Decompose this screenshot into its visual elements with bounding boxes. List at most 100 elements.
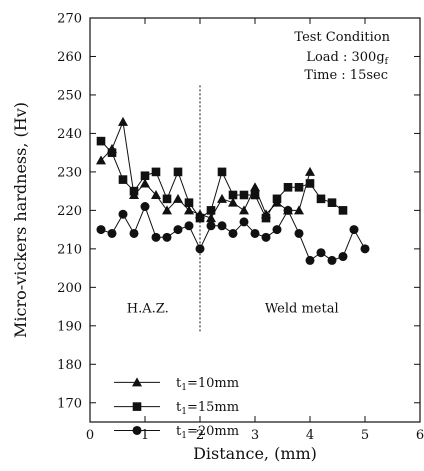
y-tick-label: 230 (57, 165, 82, 180)
data-point-square (316, 194, 326, 204)
y-axis-title: Micro-vickers hardness, (Hv) (11, 102, 30, 338)
data-point-square (162, 194, 172, 204)
data-point-square (261, 213, 271, 223)
data-point-square (250, 190, 260, 200)
data-point-triangle (305, 166, 315, 176)
data-point-triangle (162, 205, 172, 215)
data-point-square (107, 148, 117, 157)
data-point-circle (107, 228, 117, 238)
data-point-circle (162, 232, 172, 242)
data-point-circle (338, 252, 348, 262)
data-point-triangle (228, 197, 238, 207)
data-point-circle (272, 225, 282, 235)
data-point-square (228, 190, 238, 200)
data-point-circle (250, 228, 260, 238)
y-tick-label: 190 (57, 319, 82, 334)
series-square (96, 136, 348, 223)
legend-label-subscript: 1 (181, 407, 187, 417)
legend-entry: t1=20mm (114, 424, 239, 441)
data-point-circle (184, 221, 194, 231)
x-tick-label: 5 (361, 428, 369, 443)
data-point-triangle (217, 193, 227, 203)
data-point-circle (316, 248, 326, 258)
legend-label-prefix: t (176, 376, 182, 391)
data-point-square (118, 175, 128, 184)
data-point-circle (261, 232, 271, 242)
data-point-triangle (294, 205, 304, 215)
data-point-square (173, 167, 183, 177)
data-point-square (151, 167, 161, 177)
region-label-haz: H.A.Z. (127, 301, 169, 316)
legend-label: t1=15mm (176, 400, 239, 417)
data-point-square (140, 171, 150, 181)
data-point-circle (140, 202, 150, 212)
y-tick-label: 240 (57, 127, 82, 142)
x-tick-label: 3 (251, 428, 259, 443)
legend-label-prefix: t (176, 424, 182, 439)
legend-label-subscript: 1 (181, 383, 187, 393)
data-point-square (132, 402, 142, 411)
data-point-triangle (206, 213, 216, 223)
data-point-square (327, 198, 337, 207)
series-circle (96, 202, 370, 265)
legend-label-prefix: t (176, 400, 182, 415)
data-point-triangle (132, 377, 142, 387)
x-tick-label: 1 (141, 428, 149, 443)
data-point-square (338, 206, 348, 215)
data-point-square (217, 167, 227, 177)
data-point-circle (118, 209, 128, 219)
data-point-square (239, 190, 249, 200)
data-point-triangle (140, 178, 150, 188)
data-point-circle (96, 225, 106, 235)
data-point-circle (129, 228, 139, 238)
data-point-circle (228, 228, 238, 238)
data-point-square (96, 136, 106, 146)
legend-entry: t1=10mm (114, 376, 239, 393)
data-point-triangle (184, 205, 194, 215)
data-point-triangle (173, 193, 183, 203)
data-point-circle (195, 244, 205, 254)
x-tick-label: 2 (196, 428, 204, 443)
legend-label-subscript: 1 (181, 431, 187, 441)
data-point-circle (360, 244, 370, 254)
data-point-square (294, 182, 304, 192)
data-point-triangle (151, 189, 161, 199)
data-point-circle (206, 221, 216, 231)
legend-label-suffix: =15mm (187, 400, 239, 415)
y-tick-label: 260 (57, 50, 82, 65)
data-point-triangle (96, 155, 106, 165)
data-point-square (195, 213, 205, 223)
x-tick-label: 4 (306, 428, 314, 443)
y-tick-label: 180 (57, 358, 82, 373)
x-tick-label: 6 (416, 428, 424, 443)
data-point-triangle (250, 182, 260, 192)
region-label-weld-metal: Weld metal (265, 301, 339, 316)
y-tick-label: 170 (57, 396, 82, 411)
y-tick-label: 250 (57, 88, 82, 103)
legend-label-suffix: =20mm (187, 424, 239, 439)
data-point-circle (151, 232, 161, 242)
data-point-circle (294, 228, 304, 238)
data-point-circle (239, 217, 249, 227)
legend-label: t1=10mm (176, 376, 239, 393)
y-tick-label: 220 (57, 204, 82, 219)
data-point-circle (132, 425, 142, 435)
test-condition-load: Load : 300gf (306, 50, 388, 67)
data-point-circle (349, 225, 359, 235)
data-point-square (283, 182, 293, 192)
legend-label: t1=20mm (176, 424, 239, 441)
data-point-circle (305, 255, 315, 265)
data-point-square (184, 198, 194, 207)
y-tick-label: 200 (57, 281, 82, 296)
data-point-square (305, 179, 315, 188)
data-point-square (206, 206, 216, 215)
data-point-square (272, 194, 282, 204)
legend-entry: t1=15mm (114, 400, 239, 417)
x-tick-label: 0 (86, 428, 94, 443)
legend-label-suffix: =10mm (187, 376, 239, 391)
load-text: Load : 300g (306, 50, 384, 65)
x-axis-title: Distance, (mm) (193, 444, 317, 463)
